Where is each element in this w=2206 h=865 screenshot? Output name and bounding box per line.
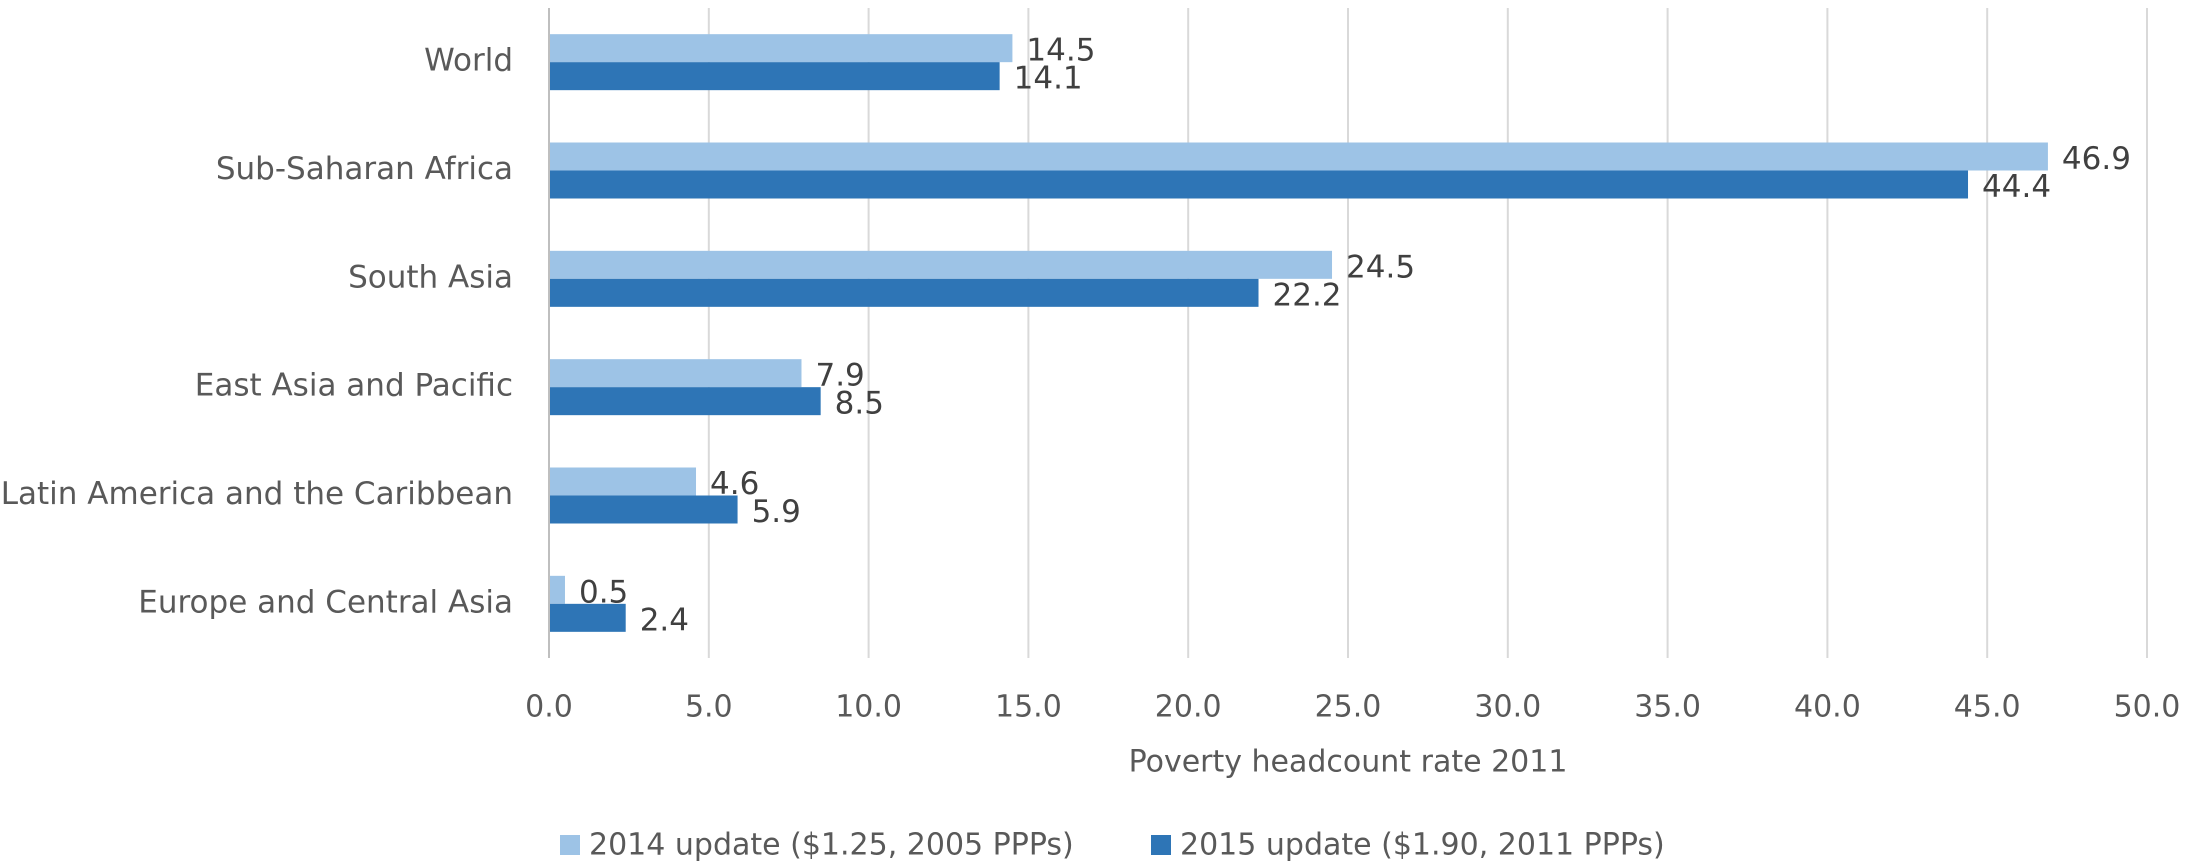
- data-label: 44.4: [1982, 169, 2051, 205]
- y-tick-label: Sub-Saharan Africa: [216, 151, 513, 187]
- data-label: 22.2: [1273, 277, 1342, 313]
- data-label: 14.1: [1014, 61, 1083, 97]
- x-tick-label: 10.0: [835, 690, 902, 725]
- y-tick-label: South Asia: [348, 259, 513, 295]
- bar: [549, 250, 1333, 279]
- x-tick-label: 15.0: [995, 690, 1062, 725]
- x-tick-label: 40.0: [1794, 690, 1861, 725]
- data-label: 2.4: [640, 602, 689, 638]
- legend-label: 2015 update ($1.90, 2011 PPPs): [1180, 828, 1665, 863]
- x-tick-label: 45.0: [1954, 690, 2021, 725]
- x-tick-label: 25.0: [1315, 690, 1382, 725]
- bar: [549, 495, 738, 524]
- data-label: 24.5: [1346, 249, 1415, 285]
- bar: [549, 278, 1259, 307]
- legend-swatch: [1151, 835, 1171, 855]
- bar: [549, 359, 802, 388]
- x-axis-title: Poverty headcount rate 2011: [1129, 745, 1568, 780]
- bar: [549, 603, 626, 632]
- x-tick-label: 0.0: [525, 690, 573, 725]
- y-tick-label: World: [424, 43, 513, 79]
- data-label: 14.5: [1026, 33, 1095, 69]
- x-tick-label: 50.0: [2114, 690, 2181, 725]
- bar: [549, 142, 2048, 171]
- legend-label: 2014 update ($1.25, 2005 PPPs): [589, 828, 1074, 863]
- bar: [549, 170, 1969, 199]
- data-label: 5.9: [752, 494, 801, 530]
- data-label: 7.9: [815, 358, 864, 394]
- data-label: 8.5: [835, 386, 884, 422]
- data-label: 46.9: [2062, 141, 2131, 177]
- x-tick-label: 5.0: [685, 690, 733, 725]
- bar: [549, 387, 821, 416]
- bar: [549, 467, 697, 496]
- y-tick-label: East Asia and Pacific: [195, 368, 513, 404]
- x-tick-label: 35.0: [1634, 690, 1701, 725]
- y-tick-label: Latin America and the Caribbean: [1, 476, 513, 512]
- x-tick-label: 20.0: [1155, 690, 1222, 725]
- bar: [549, 34, 1013, 63]
- bar: [549, 62, 1000, 91]
- y-tick-label: Europe and Central Asia: [138, 584, 513, 620]
- legend-swatch: [560, 835, 580, 855]
- x-tick-label: 30.0: [1474, 690, 1541, 725]
- bar: [549, 575, 565, 604]
